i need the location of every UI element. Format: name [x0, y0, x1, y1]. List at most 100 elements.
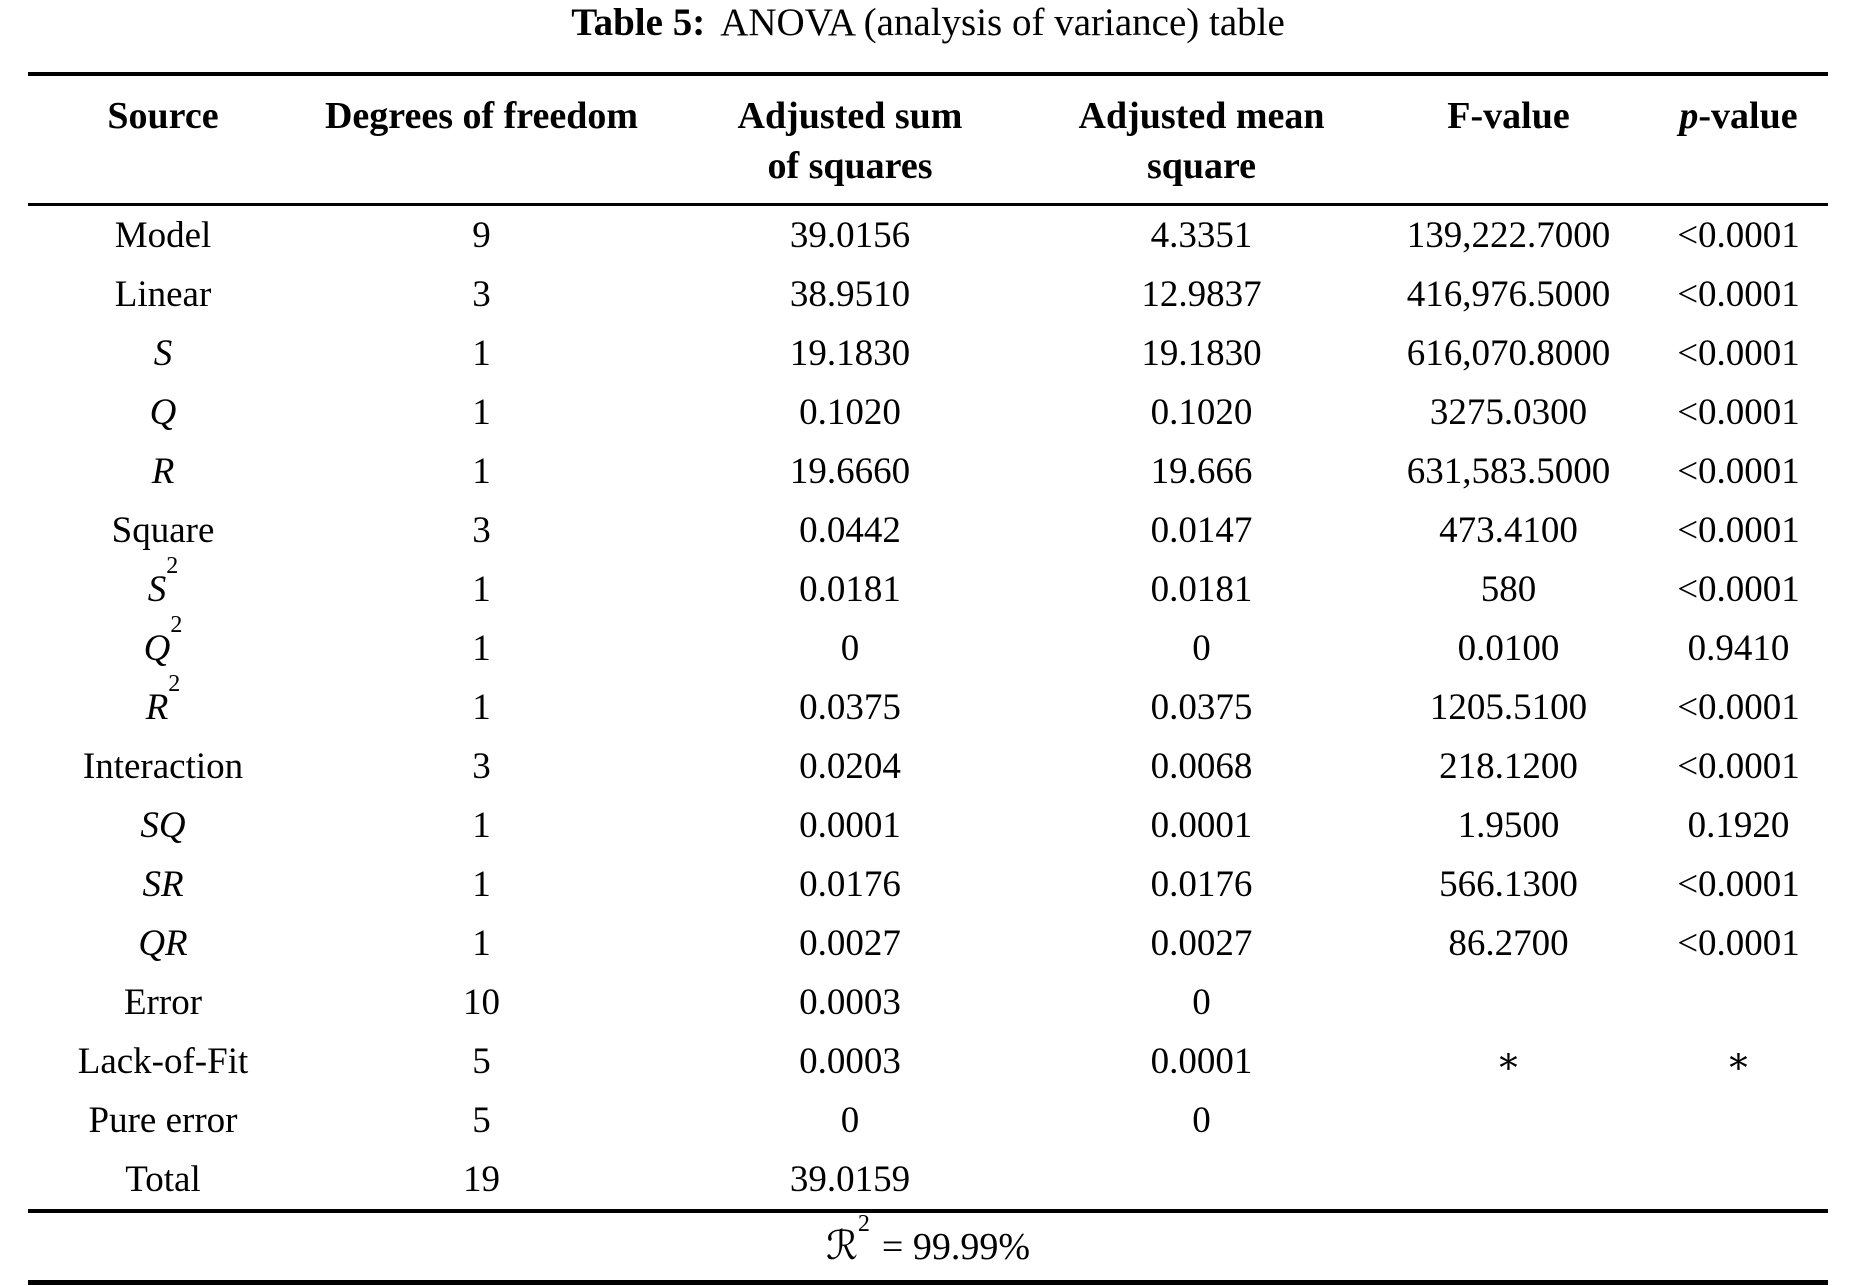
source-superscript: 2 [166, 553, 179, 580]
df-cell: 1 [472, 391, 491, 433]
source-cell: Square [28, 501, 298, 560]
header-adj-ss-line1: Adjusted sum [737, 95, 963, 137]
header-f-value-label: F-value [1447, 95, 1570, 137]
adj-ss-cell: 0.1020 [799, 391, 901, 433]
adj-ss-cell: 0 [840, 1099, 860, 1141]
table-row: Q2 1 0 0 0.0100 0.9410 [28, 613, 1828, 678]
f-value-cell: 631,583.5000 [1406, 450, 1611, 492]
df-cell: 1 [472, 686, 491, 728]
f-value-cell: 580 [1480, 568, 1537, 610]
adj-ss-cell: 0.0027 [799, 922, 901, 964]
source-label: Q [149, 391, 177, 433]
source-label: Model [114, 214, 212, 256]
adj-ss-cell: 0.0001 [799, 804, 901, 846]
p-value-cell [1649, 1091, 1828, 1150]
table-row: Model 9 39.0156 4.3351 139,222.7000 <0.0… [28, 204, 1828, 265]
adj-ss-cell: 39.0156 [789, 214, 911, 256]
table-row: Q 1 0.1020 0.1020 3275.0300 <0.0001 [28, 383, 1828, 442]
source-cell: Linear [28, 265, 298, 324]
df-cell: 1 [472, 804, 491, 846]
adj-ms-cell: 0.0181 [1150, 568, 1253, 610]
table-row: R 1 19.6660 19.666 631,583.5000 <0.0001 [28, 442, 1828, 501]
df-cell: 5 [472, 1099, 491, 1141]
header-f-value: F-value [1368, 74, 1649, 206]
table-row: QR 1 0.0027 0.0027 86.2700 <0.0001 [28, 914, 1828, 973]
table-caption-text: ANOVA (analysis of variance) table [720, 1, 1285, 44]
adj-ss-cell: 0.0442 [799, 509, 901, 551]
p-value-cell: <0.0001 [1677, 863, 1800, 905]
f-value-cell: 416,976.5000 [1406, 273, 1611, 315]
script-r-symbol: ℛ [825, 1223, 858, 1269]
table-row: R2 1 0.0375 0.0375 1205.5100 <0.0001 [28, 672, 1828, 737]
header-p-value: p-value [1649, 74, 1828, 206]
adj-ms-cell: 0.0068 [1150, 745, 1253, 787]
adj-ss-cell: 0 [840, 627, 860, 669]
source-label: R [151, 450, 175, 492]
f-value-cell: 1205.5100 [1429, 686, 1588, 728]
p-value-cell: <0.0001 [1677, 745, 1800, 787]
adj-ss-cell: 38.9510 [789, 273, 911, 315]
header-adjusted-mean-square: Adjusted mean square [1035, 74, 1368, 206]
adj-ss-cell: 0.0375 [799, 686, 901, 728]
adj-ms-cell: 19.1830 [1141, 332, 1262, 374]
adj-ms-cell: 0 [1192, 1099, 1211, 1141]
source-cell: Total [28, 1150, 298, 1211]
table-row: Linear 3 38.9510 12.9837 416,976.5000 <0… [28, 265, 1828, 324]
source-label: Total [125, 1158, 201, 1200]
header-adjusted-sum-of-squares: Adjusted sum of squares [665, 74, 1035, 206]
header-degrees-of-freedom: Degrees of freedom [298, 74, 665, 206]
adj-ss-cell: 0.0003 [799, 981, 901, 1023]
p-value-cell: <0.0001 [1677, 509, 1800, 551]
adj-ss-cell: 0.0003 [799, 1040, 901, 1082]
source-cell: S2 [28, 554, 298, 619]
f-value-cell [1368, 1150, 1649, 1211]
source-label: QR [138, 922, 188, 964]
df-cell: 5 [472, 1040, 491, 1082]
p-value-cell: <0.0001 [1677, 214, 1800, 256]
header-p-rest: -value [1698, 95, 1798, 137]
header-source-label: Source [107, 95, 219, 137]
footnote-row: ℛ2 = 99.99% [28, 1208, 1828, 1282]
table-row: SR 1 0.0176 0.0176 566.1300 <0.0001 [28, 855, 1828, 914]
adj-ss-cell: 0.0181 [799, 568, 901, 610]
f-value-cell: 616,070.8000 [1406, 332, 1611, 374]
f-value-cell: 139,222.7000 [1406, 214, 1611, 256]
table-body: Model 9 39.0156 4.3351 139,222.7000 <0.0… [28, 204, 1828, 1211]
source-cell: Pure error [28, 1091, 298, 1150]
adj-ms-cell: 0.1020 [1150, 391, 1253, 433]
f-value-cell: 1.9500 [1457, 804, 1560, 846]
p-value-cell: <0.0001 [1677, 568, 1800, 610]
source-cell: SQ [28, 796, 298, 855]
source-label: Pure error [88, 1099, 238, 1141]
f-value-cell: 566.1300 [1439, 863, 1578, 905]
source-cell: Q [28, 383, 298, 442]
header-source: Source [28, 74, 298, 206]
source-label: Lack-of-Fit [77, 1040, 249, 1082]
p-value-cell: 0.1920 [1687, 804, 1790, 846]
table-row: Pure error 5 0 0 [28, 1091, 1828, 1150]
source-label: Interaction [82, 745, 244, 787]
adj-ms-cell: 12.9837 [1141, 273, 1262, 315]
table-row: S2 1 0.0181 0.0181 580 <0.0001 [28, 554, 1828, 619]
header-df-label: Degrees of freedom [324, 95, 639, 137]
adj-ms-cell: 0.0147 [1150, 509, 1253, 551]
p-value-cell: ∗ [1725, 1041, 1752, 1082]
df-cell: 1 [472, 332, 491, 374]
r-squared-note: ℛ2 = 99.99% [28, 1208, 1828, 1282]
f-value-cell: 86.2700 [1448, 922, 1569, 964]
table-row: Interaction 3 0.0204 0.0068 218.1200 <0.… [28, 737, 1828, 796]
table-row: Lack-of-Fit 5 0.0003 0.0001 ∗ ∗ [28, 1032, 1828, 1091]
adj-ss-cell: 19.1830 [789, 332, 911, 374]
p-value-cell: <0.0001 [1677, 686, 1800, 728]
source-cell: Lack-of-Fit [28, 1032, 298, 1091]
r-squared-superscript: 2 [857, 1211, 870, 1238]
source-label: S [147, 568, 167, 610]
source-cell: Interaction [28, 737, 298, 796]
df-cell: 1 [472, 627, 491, 669]
adj-ms-cell: 0.0375 [1150, 686, 1253, 728]
adj-ss-cell: 19.6660 [789, 450, 911, 492]
p-value-cell: <0.0001 [1677, 922, 1800, 964]
df-cell: 3 [472, 273, 491, 315]
table-row: Error 10 0.0003 0 [28, 973, 1828, 1032]
header-adj-ss-line2: of squares [767, 145, 933, 187]
